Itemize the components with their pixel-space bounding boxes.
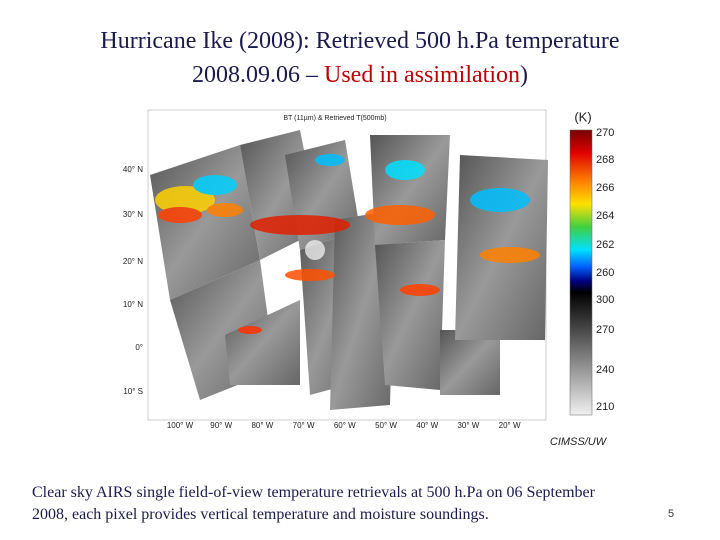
title-end: ) xyxy=(519,62,528,88)
title-line: Hurricane Ike (2008): Retrieved 500 h.Pa… xyxy=(100,28,620,54)
title-line: 2008.09.06 – Used in assimilation) xyxy=(0,60,720,90)
lat-label: 20° N xyxy=(123,257,143,266)
colorbar-label: 240 xyxy=(596,364,614,376)
page-number: 5 xyxy=(668,508,675,520)
lon-label: 100° W xyxy=(167,421,194,430)
lat-label: 30° N xyxy=(123,210,143,219)
lon-label: 20° W xyxy=(499,421,521,430)
lon-label: 50° W xyxy=(375,421,397,430)
colorbar-label: 266 xyxy=(596,182,614,194)
lon-label: 40° W xyxy=(416,421,438,430)
retrieval-pixels xyxy=(155,154,540,334)
lat-label: 10° N xyxy=(123,300,143,309)
unit: (K) xyxy=(574,109,591,124)
colorbar-label: 262 xyxy=(596,239,614,251)
colorbar-label: 300 xyxy=(596,294,614,306)
colorbar-label: 268 xyxy=(596,154,614,166)
lat-label: 10° S xyxy=(123,387,143,396)
colorbar-label: 260 xyxy=(596,267,614,279)
colorbar-label: 210 xyxy=(596,401,614,413)
swaths xyxy=(150,130,548,410)
caption-line: 2008, each pixel provides vertical tempe… xyxy=(32,506,489,523)
caption-line: Clear sky AIRS single field-of-view temp… xyxy=(32,484,595,501)
lon-label: 80° W xyxy=(251,421,273,430)
date: 2008.09.06 – xyxy=(192,62,324,88)
figure: BT (11µm) & Retrieved T(500mb) (K) CIMSS… xyxy=(123,109,614,448)
credit: CIMSS/UW xyxy=(550,436,608,448)
colorbar-label: 270 xyxy=(596,127,614,139)
lon-label: 30° W xyxy=(457,421,479,430)
figure-title: BT (11µm) & Retrieved T(500mb) xyxy=(283,115,386,122)
highlight: Used in assimilation xyxy=(324,62,520,88)
lon-label: 70° W xyxy=(293,421,315,430)
colorbar-label: 270 xyxy=(596,324,614,336)
colorbar-label: 264 xyxy=(596,210,614,222)
colorbar xyxy=(569,129,593,416)
lon-label: 60° W xyxy=(334,421,356,430)
lat-label: 0° xyxy=(135,343,143,352)
lon-label: 90° W xyxy=(210,421,232,430)
lat-label: 40° N xyxy=(123,165,143,174)
